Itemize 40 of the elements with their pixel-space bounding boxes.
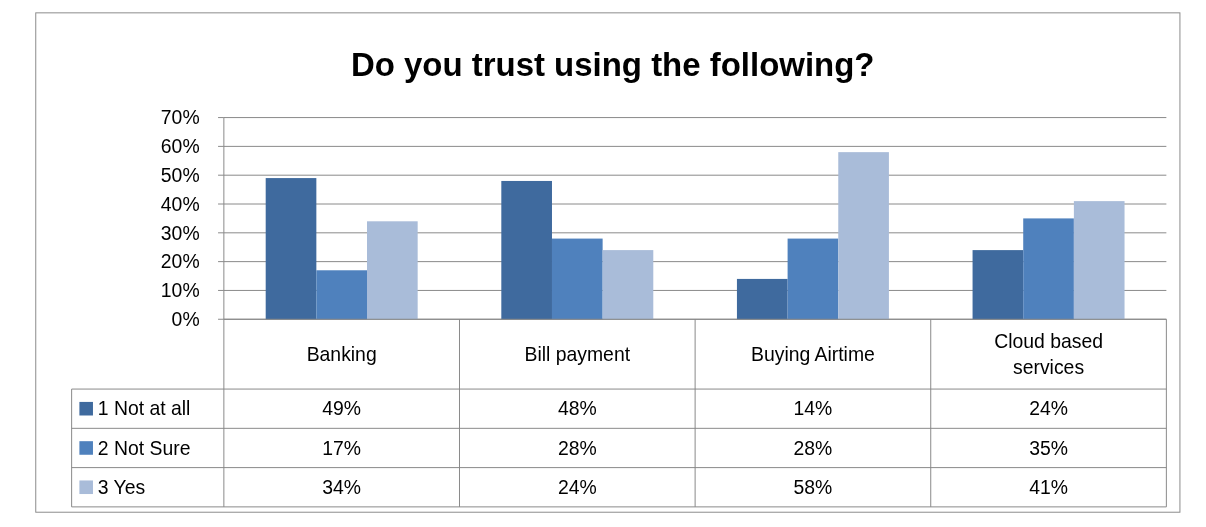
bar (602, 250, 654, 320)
data-label: 24% (1029, 397, 1068, 420)
bar (501, 180, 552, 320)
data-label: 17% (322, 436, 362, 459)
data-label: 28% (557, 436, 597, 459)
legend-label: 3 Yes (97, 476, 146, 499)
bar (1023, 218, 1074, 320)
bar (736, 278, 788, 320)
y-tick-label: 10% (160, 279, 200, 302)
x-tick-label: Banking (306, 342, 377, 365)
data-label: 41% (1029, 476, 1068, 499)
bar (316, 270, 368, 320)
y-tick-label: 70% (160, 106, 200, 129)
bar (838, 152, 889, 320)
data-label: 14% (793, 397, 833, 420)
data-label: 48% (557, 397, 597, 420)
bar (367, 221, 418, 320)
legend-label: 2 Not Sure (97, 436, 191, 459)
bar (551, 238, 603, 320)
y-tick-label: 40% (160, 192, 200, 215)
data-label: 58% (793, 476, 833, 499)
data-label: 35% (1029, 436, 1068, 459)
data-label: 34% (322, 476, 362, 499)
x-tick-label: Bill payment (524, 342, 631, 365)
data-label: 49% (322, 397, 362, 420)
y-tick-label: 20% (160, 250, 200, 273)
y-tick-label: 30% (160, 221, 200, 244)
bar (265, 178, 317, 320)
x-tick-label: Cloud based services (994, 330, 1103, 378)
data-label: 24% (557, 476, 597, 499)
bar (787, 238, 839, 320)
y-tick-label: 0% (171, 308, 200, 331)
data-label: 28% (793, 436, 833, 459)
bar (972, 250, 1024, 320)
chart-title: Do you trust using the following? (350, 45, 875, 83)
bar (1073, 201, 1125, 320)
legend-label: 1 Not at all (97, 397, 191, 420)
y-tick-label: 60% (160, 135, 200, 158)
x-tick-label: Buying Airtime (751, 342, 875, 365)
y-tick-label: 50% (160, 163, 200, 186)
